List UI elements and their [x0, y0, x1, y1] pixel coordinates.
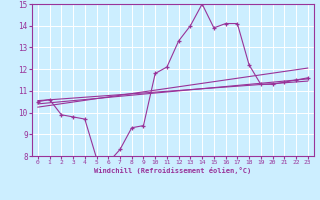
X-axis label: Windchill (Refroidissement éolien,°C): Windchill (Refroidissement éolien,°C)	[94, 167, 252, 174]
